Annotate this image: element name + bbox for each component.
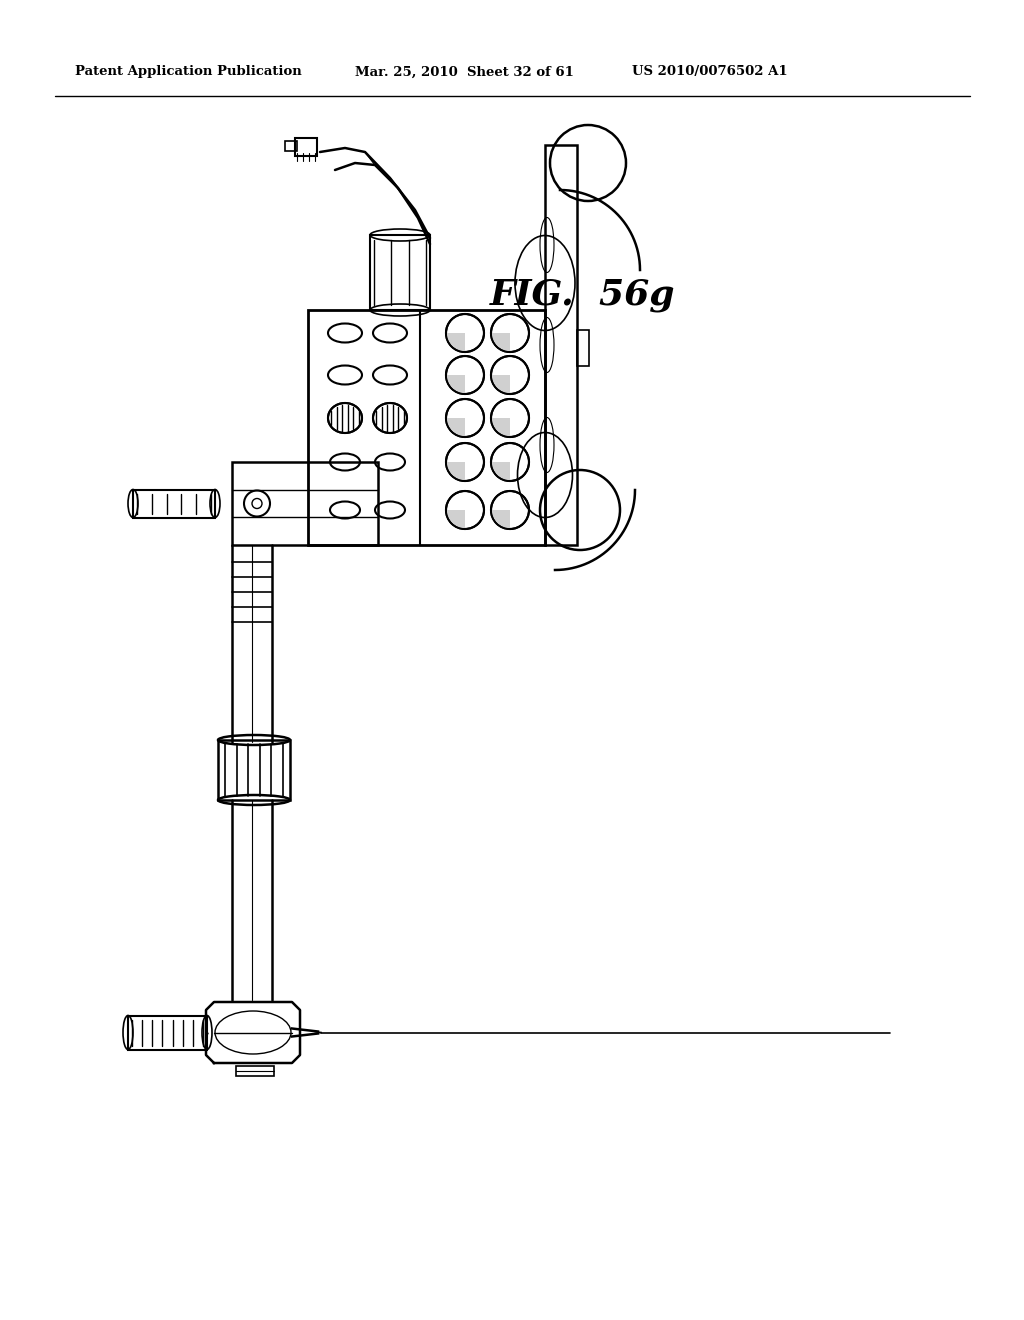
Wedge shape xyxy=(492,462,510,480)
Bar xyxy=(545,145,577,545)
Bar xyxy=(295,139,317,156)
Text: Mar. 25, 2010  Sheet 32 of 61: Mar. 25, 2010 Sheet 32 of 61 xyxy=(355,66,573,78)
Bar xyxy=(236,1067,274,1076)
Wedge shape xyxy=(492,510,510,528)
Circle shape xyxy=(446,314,484,352)
Circle shape xyxy=(490,356,529,393)
Circle shape xyxy=(490,444,529,480)
Bar xyxy=(128,1015,207,1049)
Bar xyxy=(232,462,378,545)
Wedge shape xyxy=(447,462,465,480)
Wedge shape xyxy=(492,418,510,436)
Wedge shape xyxy=(492,375,510,393)
Ellipse shape xyxy=(373,403,407,433)
Text: Patent Application Publication: Patent Application Publication xyxy=(75,66,302,78)
Bar xyxy=(577,330,589,366)
Bar xyxy=(133,490,215,517)
Circle shape xyxy=(490,399,529,437)
Wedge shape xyxy=(447,418,465,436)
Bar xyxy=(218,741,290,800)
Bar xyxy=(370,235,430,310)
Wedge shape xyxy=(492,333,510,351)
Circle shape xyxy=(446,491,484,529)
Wedge shape xyxy=(447,510,465,528)
Wedge shape xyxy=(447,333,465,351)
Circle shape xyxy=(446,356,484,393)
Text: FIG.  56g: FIG. 56g xyxy=(490,279,676,312)
Circle shape xyxy=(490,491,529,529)
Wedge shape xyxy=(447,375,465,393)
Polygon shape xyxy=(206,1002,300,1063)
Ellipse shape xyxy=(328,403,362,433)
Circle shape xyxy=(490,314,529,352)
Circle shape xyxy=(446,399,484,437)
Bar xyxy=(285,141,297,150)
Text: US 2010/0076502 A1: US 2010/0076502 A1 xyxy=(632,66,787,78)
Circle shape xyxy=(446,444,484,480)
Bar xyxy=(308,310,545,545)
